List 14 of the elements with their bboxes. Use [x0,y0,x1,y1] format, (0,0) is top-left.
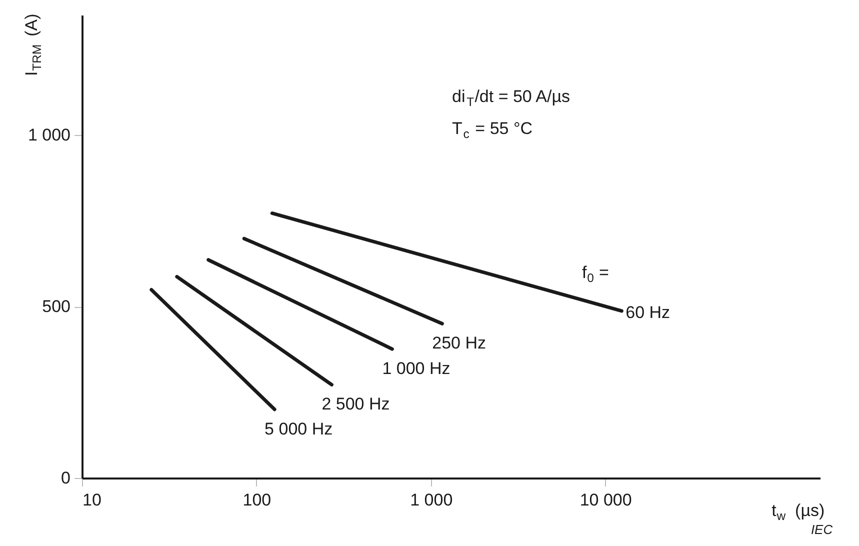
x-tick-label: 100 [242,490,272,510]
series-label: 250 Hz [432,334,486,353]
y-tick-label: 500 [42,297,70,316]
series-label: 1 000 Hz [382,359,450,378]
y-tick-label: 0 [61,468,70,488]
x-tick-label: 1 000 [410,490,453,510]
x-tick-label: 10 000 [580,490,632,510]
y-tick-label: 1 000 [28,126,70,145]
y-axis-title: ITRM (A) [22,14,44,76]
series-label: 5 000 Hz [264,419,333,438]
series-label: 2 500 Hz [322,394,390,414]
x-tick-label: 10 [82,490,102,510]
text: IEC [810,522,834,537]
series-label: 60 Hz [626,302,670,322]
